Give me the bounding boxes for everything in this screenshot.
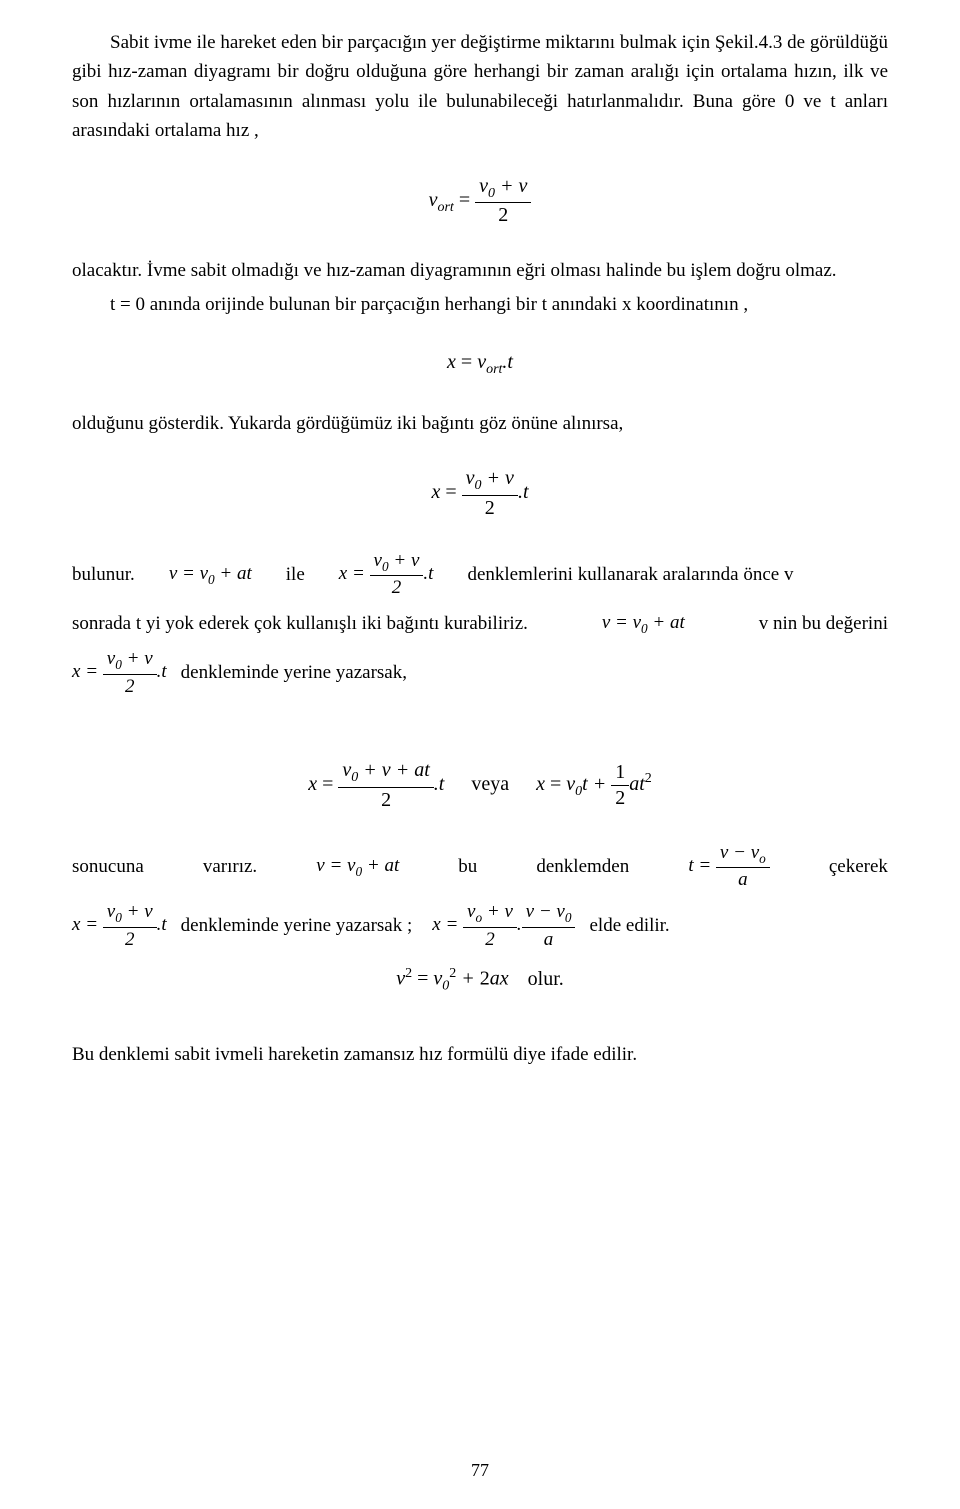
equation-vort: vort = v0 + v 2 xyxy=(72,174,888,229)
equation-x-vort-t: x = vort.t xyxy=(72,347,888,381)
paragraph-2a: olacaktır. İvme sabit olmadığı ve hız-za… xyxy=(72,256,888,285)
text-vnin: v nin bu değerini xyxy=(759,609,888,638)
word-denklemden: denklemden xyxy=(536,852,629,881)
paragraph-3: olduğunu gösterdik. Yukarda gördüğümüz i… xyxy=(72,409,888,438)
eq-x-two-fracs: x = vo + v 2 . v − v0 a xyxy=(432,900,575,951)
line-elde: x = v0 + v 2 .t denkleminde yerine yazar… xyxy=(72,900,888,951)
word-bu: bu xyxy=(458,852,477,881)
eq-v-v0-at-2: v = v0 + at xyxy=(602,608,685,639)
eq-v-v0-at-1: v = v0 + at xyxy=(169,559,252,590)
line-sonucuna: sonucuna varırız. v = v0 + at bu denklem… xyxy=(72,841,888,892)
page-number: 77 xyxy=(0,1457,960,1485)
line-bulunur: bulunur. v = v0 + at ile x = v0 + v 2 .t… xyxy=(72,549,888,600)
line-sonrada: sonrada t yi yok ederek çok kullanışlı i… xyxy=(72,608,888,639)
paragraph-last: Bu denklemi sabit ivmeli hareketin zaman… xyxy=(72,1040,888,1069)
text-yerine2: denkleminde yerine yazarsak ; xyxy=(181,911,413,940)
eq-x-frac-t-inline-3: x = v0 + v 2 .t xyxy=(72,900,167,951)
text-denklemlerini: denklemlerini kullanarak aralarında önce… xyxy=(467,560,888,589)
word-olur: olur. xyxy=(528,968,564,990)
eq-t-frac: t = v − vo a xyxy=(688,841,769,892)
word-varırız: varırız. xyxy=(203,852,257,881)
word-cekerek: çekerek xyxy=(829,852,888,881)
equation-x-frac-t: x = v0 + v 2 .t xyxy=(72,466,888,521)
word-veya: veya xyxy=(471,773,509,795)
eq-v-v0-at-3: v = v0 + at xyxy=(316,851,399,882)
equation-final: v2 = v02 + 2ax olur. xyxy=(72,963,888,997)
text-sonrada: sonrada t yi yok ederek çok kullanışlı i… xyxy=(72,609,528,638)
paragraph-2b: t = 0 anında orijinde bulunan bir parçac… xyxy=(72,290,888,319)
word-sonucuna: sonucuna xyxy=(72,852,144,881)
line-yerine: x = v0 + v 2 .t denkleminde yerine yazar… xyxy=(72,647,888,698)
word-ile: ile xyxy=(286,560,305,589)
paragraph-1: Sabit ivme ile hareket eden bir parçacığ… xyxy=(72,28,888,146)
text-yerine: denkleminde yerine yazarsak, xyxy=(181,658,407,687)
eq-x-frac-t-inline-2: x = v0 + v 2 .t xyxy=(72,647,167,698)
equation-x-v0-v-at-veya: x = v0 + v + at 2 .t veya x = v0t + 1 2 … xyxy=(72,758,888,813)
word-elde: elde edilir. xyxy=(589,911,669,940)
document-page: Sabit ivme ile hareket eden bir parçacığ… xyxy=(0,0,960,1509)
word-bulunur: bulunur. xyxy=(72,560,135,589)
eq-x-frac-t-inline: x = v0 + v 2 .t xyxy=(339,549,434,600)
